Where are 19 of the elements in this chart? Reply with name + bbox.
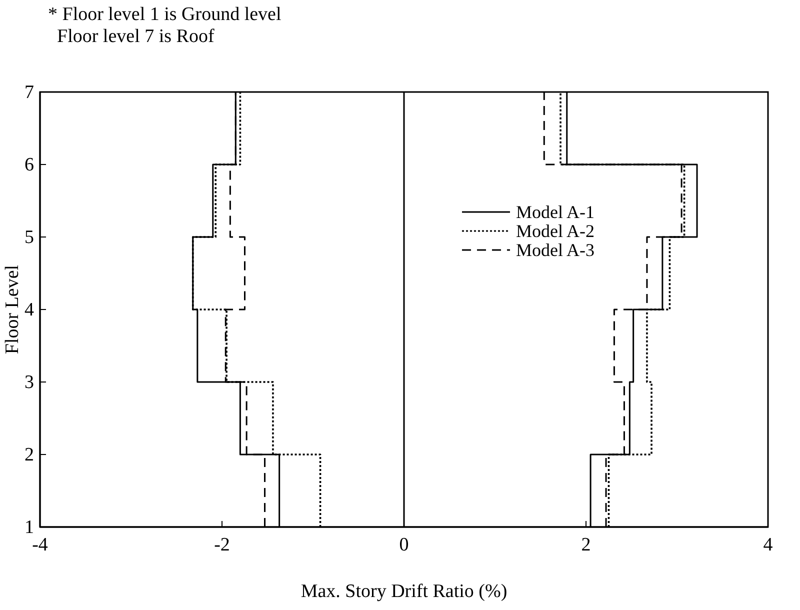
legend-label: Model A-2 [516,221,594,241]
x-axis-title: Max. Story Drift Ratio (%) [300,581,508,602]
text: * Floor level 1 is Ground level [48,4,282,25]
y-tick-label: 2 [24,444,34,466]
text: Floor level 7 is Roof [57,26,215,47]
y-tick-label: 6 [24,154,34,176]
y-tick-label: 1 [24,517,34,538]
y-axis-title: Floor Level [2,264,23,354]
y-tick-label: 4 [24,300,34,321]
x-tick-label: -2 [214,534,230,556]
x-tick-label: 4 [763,534,774,556]
x-tick-label: -4 [32,534,48,556]
x-tick-label: 0 [399,534,409,556]
x-tick-label: 2 [581,534,591,556]
y-tick-label: 3 [24,372,34,394]
y-tick-label: 5 [24,227,34,248]
y-tick-label: 7 [24,82,34,104]
legend-label: Model A-1 [516,202,594,222]
legend-label: Model A-3 [516,240,594,260]
